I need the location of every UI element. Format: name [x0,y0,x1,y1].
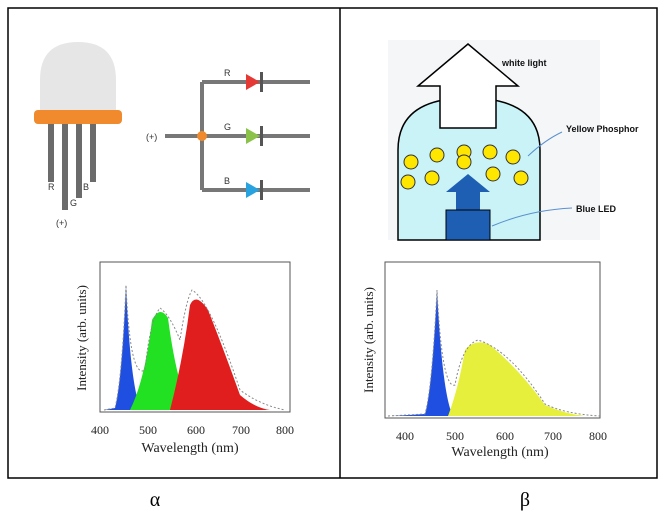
y-axis-label: Intensity (arb. units) [74,285,89,391]
x-tick-label: 500 [139,423,157,437]
x-tick-label: 800 [276,423,294,437]
spectrum-curves [103,284,286,411]
x-tick-label: 400 [91,423,109,437]
blue-led [445,174,491,241]
callout: white light [501,58,547,68]
x-axis-label: Wavelength (nm) [141,441,239,456]
pin-label: B [83,182,89,192]
phosphor-dots [400,144,529,190]
panel-label: α [150,489,161,511]
x-tick-label: 700 [232,423,250,437]
channel-label: R [224,68,231,78]
x-tick-label: 800 [589,429,607,443]
supply-label: (+) [146,132,157,142]
spectrum-curves [387,289,601,417]
y-axis-label: Intensity (arb. units) [361,287,376,393]
channel-label: B [224,176,230,186]
pin-label: G [70,198,77,208]
light-arrow [415,43,521,129]
callout: Yellow Phosphor [566,124,639,134]
rgb-led [34,42,122,210]
circuit [165,80,310,192]
panel-label: β [520,489,530,511]
frame [7,7,658,479]
x-axis-label: Wavelength (nm) [451,445,549,460]
channel-label: G [224,122,231,132]
x-tick-label: 600 [496,429,514,443]
pointers [491,131,573,227]
x-tick-label: 400 [396,429,414,443]
diodes [246,72,263,200]
x-tick-label: 600 [187,423,205,437]
callout: Blue LED [576,204,617,214]
pin-label: R [48,182,55,192]
junction [197,131,207,141]
pin-label: (+) [56,218,67,228]
x-tick-label: 500 [446,429,464,443]
x-tick-label: 700 [544,429,562,443]
